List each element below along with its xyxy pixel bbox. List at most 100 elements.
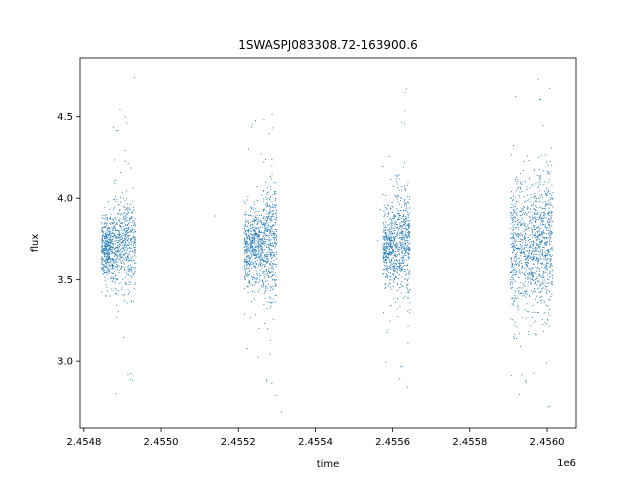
data-point [403, 221, 405, 223]
data-point [392, 243, 394, 245]
data-point [531, 233, 533, 235]
data-point [245, 256, 248, 258]
data-point [404, 270, 406, 272]
data-point [109, 231, 111, 233]
data-point [383, 238, 385, 240]
data-point [256, 223, 258, 225]
data-point [541, 264, 543, 266]
data-point [386, 236, 388, 238]
data-point [402, 232, 404, 234]
data-point [126, 220, 128, 222]
data-point [124, 200, 126, 202]
data-point [243, 232, 245, 234]
data-point [128, 241, 130, 243]
data-point [537, 279, 539, 281]
data-point [518, 262, 520, 264]
data-point [266, 238, 268, 240]
data-point [274, 252, 276, 254]
data-point [407, 181, 409, 183]
data-point [255, 281, 257, 283]
data-point [547, 305, 549, 307]
data-point [513, 242, 515, 244]
data-point [276, 210, 278, 212]
data-point [401, 256, 403, 259]
data-point [269, 188, 271, 190]
data-point [124, 206, 126, 209]
data-point [126, 272, 128, 274]
data-point [403, 256, 405, 258]
data-point [383, 258, 385, 260]
data-point [105, 284, 107, 286]
data-point [270, 248, 272, 251]
data-point [540, 241, 542, 243]
data-point [388, 245, 390, 247]
data-point [265, 238, 267, 241]
data-point [540, 234, 542, 236]
data-point [266, 287, 268, 289]
data-point [243, 287, 246, 289]
data-point [117, 240, 119, 242]
data-point [109, 241, 111, 243]
data-point [550, 197, 552, 199]
data-point [545, 249, 547, 252]
data-point [254, 291, 256, 293]
data-point [546, 187, 548, 189]
data-point [549, 272, 551, 275]
data-point [102, 249, 104, 251]
data-point [533, 212, 535, 214]
data-point [382, 193, 384, 195]
data-point [134, 252, 136, 254]
data-point [531, 268, 533, 270]
data-point [134, 271, 136, 273]
data-point [118, 233, 120, 235]
data-point [256, 234, 258, 236]
data-point [393, 256, 395, 259]
data-point [527, 331, 530, 333]
data-point [521, 238, 523, 240]
data-point [132, 229, 134, 231]
data-point [244, 242, 246, 244]
data-point [106, 234, 108, 236]
data-point [406, 264, 408, 266]
data-point [532, 246, 534, 248]
data-point [110, 277, 112, 279]
data-point [511, 265, 513, 267]
data-point [247, 291, 249, 294]
data-point [271, 382, 273, 384]
data-point [527, 260, 529, 262]
data-point [528, 255, 530, 257]
data-point [544, 242, 546, 244]
data-point [260, 253, 262, 255]
data-point [406, 206, 408, 208]
data-point [260, 239, 263, 241]
data-point [265, 234, 267, 236]
data-point [118, 204, 120, 206]
data-point [249, 240, 251, 242]
data-point [120, 262, 122, 264]
data-point [395, 242, 397, 244]
data-point [547, 289, 549, 291]
data-point [528, 226, 530, 229]
data-point [275, 198, 277, 200]
data-point [126, 203, 128, 205]
data-point [124, 218, 126, 220]
data-point [551, 195, 553, 197]
data-point [112, 246, 114, 248]
data-point [401, 231, 403, 233]
data-point [117, 248, 119, 250]
data-point [401, 285, 403, 287]
data-point [407, 230, 409, 232]
data-point [540, 302, 542, 304]
data-point [535, 334, 537, 336]
data-point [390, 260, 392, 262]
data-point [270, 267, 272, 269]
data-point [276, 251, 278, 253]
data-point [268, 205, 271, 207]
data-point [255, 247, 257, 249]
data-point [259, 272, 261, 274]
data-point [265, 213, 267, 215]
data-point [510, 215, 512, 217]
data-point [538, 261, 540, 263]
data-point [540, 299, 542, 301]
x-tick-label: 2.4558 [452, 437, 487, 448]
